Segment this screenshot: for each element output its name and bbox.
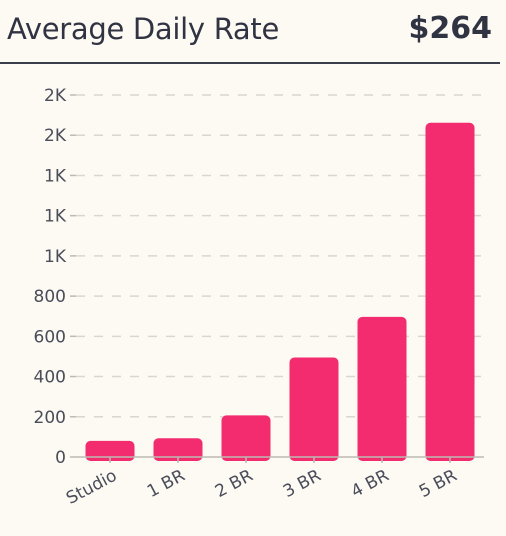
y-tick-label: 1K xyxy=(44,166,67,186)
x-tick-label: 5 BR xyxy=(416,466,461,502)
bar xyxy=(221,415,271,461)
y-axis-ticks: 0 200 400 600 800 1K 1K 1K 2K 2K xyxy=(34,86,76,468)
chart-title: Average Daily Rate xyxy=(7,12,279,46)
x-tick-label: Studio xyxy=(63,466,120,509)
bar xyxy=(289,357,339,461)
x-axis-ticks: Studio 1 BR 2 BR 3 BR 4 BR 5 BR xyxy=(63,457,461,509)
bars xyxy=(85,122,475,462)
y-tick-label: 0 xyxy=(55,448,66,468)
bar xyxy=(357,316,407,461)
bar xyxy=(425,122,475,462)
y-tick-label: 1K xyxy=(44,207,67,227)
gridlines xyxy=(76,94,484,418)
y-tick-label: 400 xyxy=(34,368,66,388)
y-tick-label: 600 xyxy=(34,327,66,347)
y-tick-label: 800 xyxy=(34,287,66,307)
x-tick-label: 4 BR xyxy=(348,466,393,502)
bar xyxy=(85,440,135,461)
chart-header: Average Daily Rate $264 xyxy=(0,0,500,64)
x-tick-label: 3 BR xyxy=(280,466,325,502)
headline-value: $264 xyxy=(408,11,493,46)
x-tick-label: 1 BR xyxy=(144,466,189,502)
y-tick-label: 2K xyxy=(44,86,67,106)
y-tick-label: 1K xyxy=(44,247,67,267)
bar xyxy=(153,438,203,461)
y-tick-label: 200 xyxy=(34,408,66,428)
x-tick-label: 2 BR xyxy=(212,466,257,502)
y-tick-label: 2K xyxy=(44,126,67,146)
